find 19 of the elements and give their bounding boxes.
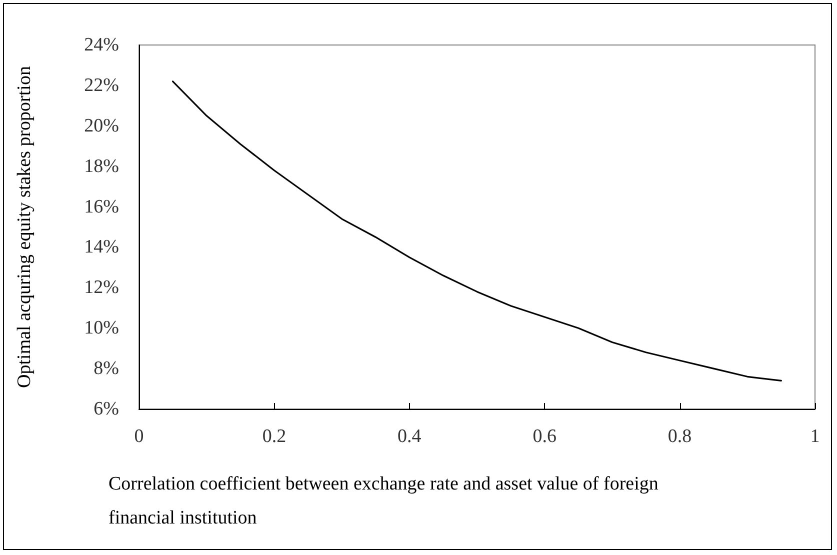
y-tick-label: 16% <box>84 196 120 218</box>
line-series <box>172 80 782 382</box>
x-tick-label: 0.2 <box>262 426 286 447</box>
y-tick-label: 20% <box>84 115 120 136</box>
y-tick-label: 10% <box>84 318 120 339</box>
y-tick-label: 8% <box>94 358 120 380</box>
y-tick-label: 12% <box>84 277 120 298</box>
y-tick-label: 18% <box>84 156 120 177</box>
y-tick-label: 24% <box>84 34 120 56</box>
x-tick-label: 0.6 <box>532 426 556 447</box>
x-tick-label: 1 <box>810 426 820 447</box>
y-tick-label: 6% <box>94 398 120 420</box>
y-axis-title: Optimal acquring equity stakes proportion <box>14 66 35 388</box>
y-tick-label: 14% <box>84 236 120 258</box>
x-tick-label: 0.4 <box>398 426 422 447</box>
y-tick-label: 22% <box>84 74 120 96</box>
x-axis-title: Correlation coefficient between exchange rate and asset value of foreign financial institution <box>108 474 664 528</box>
x-tick-label: 0 <box>134 426 144 447</box>
x-tick-label: 0.8 <box>668 426 692 447</box>
